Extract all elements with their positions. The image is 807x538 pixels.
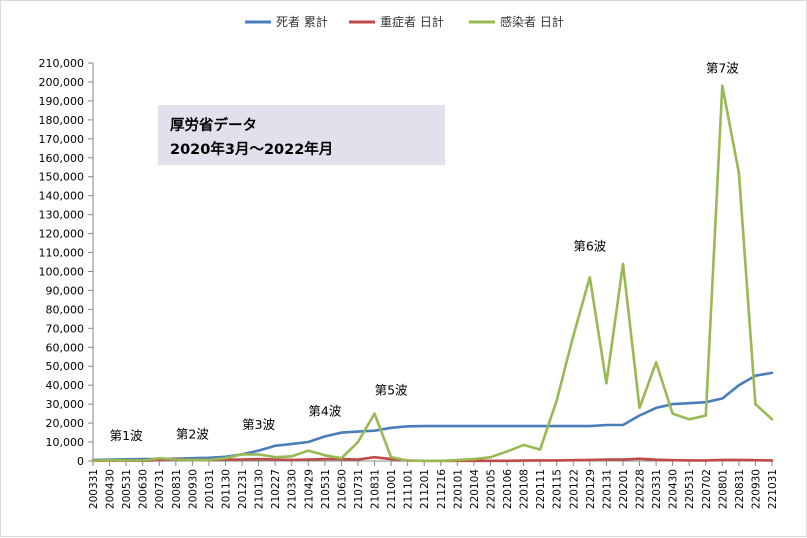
legend: 死者 累計 重症者 日計 感染者 日計 [245, 14, 564, 29]
legend-label-1: 死者 累計 [276, 14, 328, 29]
x-tick-label: 220201 [618, 469, 630, 509]
x-tick-label: 220111 [535, 469, 547, 509]
y-tick-label: 0 [77, 455, 84, 468]
x-tick-label: 210630 [336, 469, 348, 509]
x-tick-label: 220831 [734, 469, 746, 509]
x-tick-label: 220531 [684, 469, 696, 509]
x-tick-label: 220228 [635, 469, 647, 509]
x-tick-label: 200430 [105, 469, 117, 509]
y-tick-label: 210,000 [39, 57, 85, 70]
x-tick-label: 220106 [502, 469, 514, 509]
x-tick-label: 200531 [121, 469, 133, 509]
legend-label-2: 重症者 日計 [380, 14, 444, 29]
x-tick-label: 220430 [668, 469, 680, 509]
x-tick-label: 201231 [237, 469, 249, 509]
x-tick-label: 200331 [88, 469, 100, 509]
legend-label-3: 感染者 日計 [500, 14, 564, 29]
y-tick-label: 40,000 [46, 379, 85, 392]
y-tick-label: 190,000 [39, 95, 85, 108]
x-tick-label: 220331 [651, 469, 663, 509]
x-tick-label: 201031 [204, 469, 216, 509]
note-subtitle: 2020年3月～2022年月 [170, 142, 334, 158]
x-tick-label: 220801 [717, 469, 729, 509]
y-tick-label: 200,000 [39, 76, 85, 89]
x-tick-label: 211216 [436, 469, 448, 509]
x-tick-label: 210227 [270, 469, 282, 509]
x-tick-label: 200930 [187, 469, 199, 509]
y-tick-label: 150,000 [39, 171, 85, 184]
wave-annotation-6: 第6波 [573, 239, 606, 254]
x-tick-label: 211001 [386, 469, 398, 509]
x-tick-label: 220115 [552, 469, 564, 509]
x-tick-label: 210831 [370, 469, 382, 509]
y-tick-label: 60,000 [46, 341, 85, 354]
x-tick-label: 220108 [519, 469, 531, 509]
x-tick-label: 200731 [154, 469, 166, 509]
x-tick-label: 220104 [469, 469, 481, 509]
x-tick-label: 210531 [320, 469, 332, 509]
wave-annotation-4: 第4波 [308, 404, 341, 419]
y-tick-label: 180,000 [39, 114, 85, 127]
y-tick-label: 30,000 [46, 398, 85, 411]
x-tick-label: 220105 [485, 469, 497, 509]
note-box: 厚労省データ 2020年3月～2022年月 [158, 105, 445, 165]
series-line-3 [91, 84, 774, 463]
series-layer [91, 84, 774, 463]
y-tick-label: 160,000 [39, 152, 85, 165]
y-tick-label: 90,000 [46, 284, 85, 297]
y-tick-label: 140,000 [39, 190, 85, 203]
x-tick-label: 200831 [171, 469, 183, 509]
x-tick-label: 220131 [601, 469, 613, 509]
y-tick-label: 50,000 [46, 360, 85, 373]
x-tick-label: 220702 [701, 469, 713, 509]
x-tick-label: 220129 [585, 469, 597, 509]
y-tick-label: 120,000 [39, 228, 85, 241]
x-tick-label: 201130 [220, 469, 232, 509]
y-tick-label: 170,000 [39, 133, 85, 146]
y-tick-label: 10,000 [46, 436, 85, 449]
y-tick-label: 80,000 [46, 303, 85, 316]
axes: 0 10,000 20,000 30,000 40,000 50,000 60,000 70,… [39, 57, 780, 509]
x-tick-label: 221031 [767, 469, 779, 509]
wave-annotation-3: 第3波 [242, 417, 275, 432]
series-line-1 [91, 371, 774, 462]
y-tick-label: 70,000 [46, 322, 85, 335]
x-tick-label: 200630 [138, 469, 150, 509]
y-tick-label: 110,000 [39, 247, 85, 260]
y-tick-label: 100,000 [39, 265, 85, 278]
annotation-layer: 第1波 第2波 第3波 第4波 第5波 第6波 第7波 [110, 60, 740, 443]
x-tick-label: 210429 [303, 469, 315, 509]
x-tick-label: 210330 [287, 469, 299, 509]
y-tick-label: 130,000 [39, 209, 85, 222]
x-tick-label: 210731 [353, 469, 365, 509]
x-tick-label: 211101 [403, 469, 415, 509]
wave-annotation-7: 第7波 [706, 60, 739, 75]
x-tick-label: 220122 [568, 469, 580, 509]
x-tick-label: 220930 [750, 469, 762, 509]
x-tick-label: 211201 [419, 469, 431, 509]
x-tick-label: 220101 [452, 469, 464, 509]
y-tick-label: 20,000 [46, 417, 85, 430]
wave-annotation-1: 第1波 [110, 428, 143, 443]
note-title: 厚労省データ [170, 118, 257, 134]
wave-annotation-2: 第2波 [176, 426, 209, 441]
x-tick-label: 210130 [254, 469, 266, 509]
wave-annotation-5: 第5波 [375, 383, 408, 398]
